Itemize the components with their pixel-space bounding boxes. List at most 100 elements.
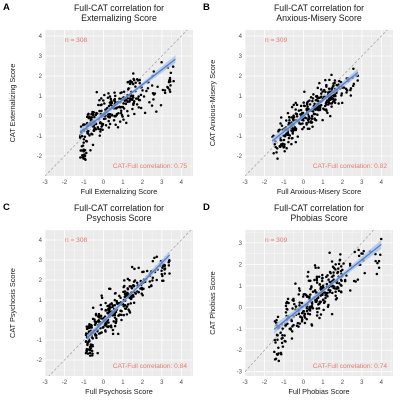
data-point <box>298 289 301 292</box>
data-point <box>322 301 326 305</box>
data-point <box>333 81 336 85</box>
x-tick-label: 0 <box>102 180 106 186</box>
data-point <box>290 319 294 323</box>
data-point <box>122 313 126 317</box>
data-point <box>351 84 355 88</box>
data-point <box>120 313 123 317</box>
data-point <box>84 351 88 355</box>
data-point <box>88 115 91 119</box>
data-point <box>116 332 120 336</box>
data-point <box>344 87 348 91</box>
data-point <box>107 126 111 129</box>
data-point <box>110 302 113 305</box>
x-tick-label: 0 <box>302 180 306 186</box>
data-point <box>331 265 335 268</box>
data-point <box>85 347 89 351</box>
chart-title-line: Phobias Score <box>290 213 347 223</box>
data-point <box>139 106 143 110</box>
data-point <box>125 313 129 316</box>
identity-line <box>45 30 188 176</box>
data-point <box>297 109 301 112</box>
data-point <box>97 103 100 107</box>
data-point <box>314 266 317 270</box>
x-tick-label: 4 <box>180 380 184 386</box>
data-point <box>91 143 95 147</box>
data-point <box>126 114 130 117</box>
plot-area <box>245 230 383 372</box>
y-tick-label: 3 <box>39 258 43 264</box>
data-point <box>105 106 109 110</box>
data-point <box>324 78 327 82</box>
panel-letter: A <box>3 2 10 13</box>
data-point <box>123 279 126 282</box>
y-tick-label: 2 <box>239 262 243 268</box>
data-point <box>311 110 315 113</box>
data-point <box>153 92 157 95</box>
data-point <box>308 307 312 310</box>
data-point <box>321 276 324 280</box>
data-point <box>299 104 303 108</box>
correlation-label: CAT-Full correlation: 0.75 <box>113 163 188 170</box>
data-point <box>290 116 294 119</box>
data-point <box>102 99 105 102</box>
data-point <box>90 349 94 353</box>
data-point <box>294 127 298 130</box>
x-tick-label: 3 <box>160 380 164 386</box>
x-tick-label: 3 <box>360 380 364 386</box>
data-point <box>131 107 134 111</box>
data-point <box>126 109 129 113</box>
data-point <box>281 334 284 337</box>
data-point <box>88 351 92 355</box>
data-point <box>305 295 309 298</box>
data-point <box>315 281 319 284</box>
data-point <box>90 324 93 327</box>
data-point <box>285 119 288 122</box>
data-point <box>276 315 280 319</box>
data-point <box>134 81 137 85</box>
data-point <box>305 107 308 111</box>
data-point <box>310 323 313 326</box>
data-point <box>142 95 146 98</box>
data-point <box>119 109 123 113</box>
data-point <box>95 336 98 340</box>
identity-line <box>245 230 374 372</box>
data-point <box>82 137 86 141</box>
data-point <box>278 145 282 149</box>
data-point <box>129 97 133 101</box>
data-point <box>316 86 320 90</box>
data-point <box>99 130 102 133</box>
data-point <box>86 129 90 133</box>
data-point <box>114 107 118 110</box>
data-point <box>319 92 323 95</box>
data-point <box>90 326 93 329</box>
data-point <box>349 289 352 292</box>
data-point <box>307 279 311 283</box>
x-tick-label: 2 <box>341 180 345 186</box>
data-point <box>83 148 87 152</box>
data-point <box>143 111 147 115</box>
data-point <box>100 308 103 311</box>
data-point <box>306 312 310 316</box>
data-point <box>124 102 127 105</box>
data-point <box>119 91 122 95</box>
data-point <box>105 325 109 328</box>
data-point <box>150 104 154 107</box>
data-point <box>287 140 290 144</box>
data-point <box>375 272 379 276</box>
x-tick-label: 3 <box>360 180 364 186</box>
data-point <box>129 302 132 305</box>
data-point <box>300 320 304 323</box>
data-point <box>100 103 103 106</box>
data-point <box>316 310 319 314</box>
data-point <box>87 340 90 344</box>
data-point <box>316 97 320 100</box>
data-point <box>100 317 103 320</box>
data-point <box>300 111 304 115</box>
data-point <box>80 134 84 138</box>
data-point <box>280 352 283 356</box>
x-tick-label: 1 <box>321 380 325 386</box>
data-point <box>336 285 339 289</box>
data-point <box>298 301 301 304</box>
data-point <box>275 333 279 337</box>
x-tick-label: -1 <box>81 380 87 386</box>
